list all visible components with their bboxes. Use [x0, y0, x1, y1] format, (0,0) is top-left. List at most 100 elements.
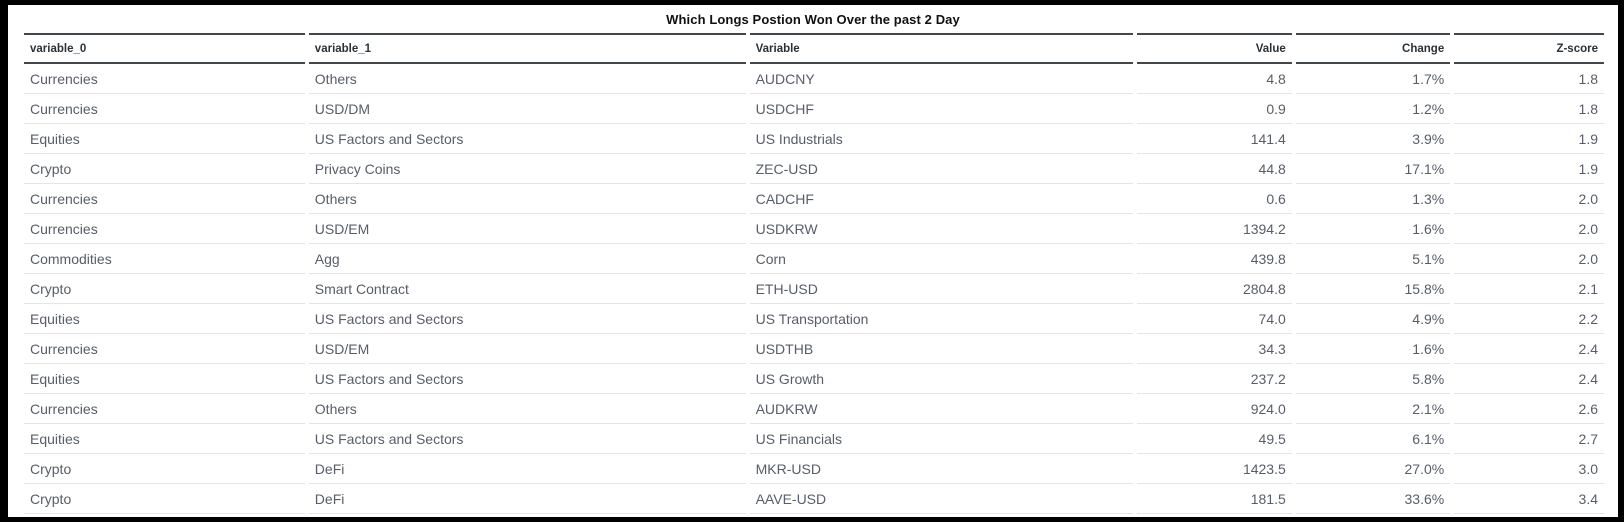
- table-cell: US Transportation: [749, 304, 1134, 334]
- table-cell: 924.0: [1137, 394, 1292, 424]
- table-cell: 237.2: [1137, 364, 1292, 394]
- table-cell: 1.6%: [1295, 334, 1451, 364]
- table-cell: US Factors and Sectors: [308, 304, 746, 334]
- table-row: Commodities Agg Corn 439.8 5.1% 2.0: [24, 244, 1604, 274]
- table-cell: 1.8: [1454, 94, 1604, 124]
- table-cell: AUDCNY: [749, 64, 1134, 94]
- table-cell: Others: [308, 394, 746, 424]
- table-cell: 2.6: [1454, 394, 1604, 424]
- chart-title: Which Longs Postion Won Over the past 2 …: [666, 12, 960, 27]
- table-cell: Currencies: [24, 394, 305, 424]
- column-header: Variable: [749, 33, 1134, 64]
- table-cell: 34.3: [1137, 334, 1292, 364]
- table-cell: USDTHB: [749, 334, 1134, 364]
- column-header: Change: [1295, 33, 1451, 64]
- table-cell: 2.0: [1454, 184, 1604, 214]
- table-cell: CADCHF: [749, 184, 1134, 214]
- table-cell: Others: [308, 184, 746, 214]
- table-row: Crypto DeFi MKR-USD 1423.5 27.0% 3.0: [24, 454, 1604, 484]
- table-cell: Corn: [749, 244, 1134, 274]
- table-cell: 27.0%: [1295, 454, 1451, 484]
- table-row: Currencies Others AUDKRW 924.0 2.1% 2.6: [24, 394, 1604, 424]
- table-cell: 15.8%: [1295, 274, 1451, 304]
- table-header-row: variable_0 variable_1 Variable Value Change Z…: [24, 33, 1604, 64]
- table-cell: 74.0: [1137, 304, 1292, 334]
- table-row: Equities US Factors and Sectors US Growth 2…: [24, 364, 1604, 394]
- table-cell: Currencies: [24, 64, 305, 94]
- table-row: Crypto Privacy Coins ZEC-USD 44.8 17.1% 1.9: [24, 154, 1604, 184]
- table-cell: 33.6%: [1295, 484, 1451, 514]
- table-cell: DeFi: [308, 454, 746, 484]
- table-cell: Crypto: [24, 274, 305, 304]
- table-cell: 1.3%: [1295, 184, 1451, 214]
- table-cell: 3.4: [1454, 484, 1604, 514]
- table-cell: 2.7: [1454, 424, 1604, 454]
- table-row: Crypto DeFi AAVE-USD 181.5 33.6% 3.4: [24, 484, 1604, 514]
- table-cell: 49.5: [1137, 424, 1292, 454]
- table-cell: USDKRW: [749, 214, 1134, 244]
- table-row: Equities US Factors and Sectors US Transpo…: [24, 304, 1604, 334]
- table-cell: 2.4: [1454, 364, 1604, 394]
- table-cell: Equities: [24, 304, 305, 334]
- table-cell: MKR-USD: [749, 454, 1134, 484]
- table-cell: US Financials: [749, 424, 1134, 454]
- table-cell: 4.9%: [1295, 304, 1451, 334]
- table-cell: DeFi: [308, 484, 746, 514]
- table-cell: 2804.8: [1137, 274, 1292, 304]
- table-cell: 4.8: [1137, 64, 1292, 94]
- table-cell: 5.1%: [1295, 244, 1451, 274]
- column-header: variable_1: [308, 33, 746, 64]
- table-cell: Equities: [24, 424, 305, 454]
- table-cell: 1.9: [1454, 154, 1604, 184]
- table-row: Equities US Factors and Sectors US Industr…: [24, 124, 1604, 154]
- table-cell: 6.1%: [1295, 424, 1451, 454]
- table-cell: 5.8%: [1295, 364, 1451, 394]
- data-table: variable_0 variable_1 Variable Value Change Z…: [20, 33, 1608, 514]
- table-cell: Crypto: [24, 484, 305, 514]
- table-cell: ETH-USD: [749, 274, 1134, 304]
- table-row: Currencies Others AUDCNY 4.8 1.7% 1.8: [24, 64, 1604, 94]
- table-cell: Smart Contract: [308, 274, 746, 304]
- table-cell: 2.0: [1454, 244, 1604, 274]
- table-cell: Equities: [24, 124, 305, 154]
- table-cell: 1.7%: [1295, 64, 1451, 94]
- table-cell: Currencies: [24, 184, 305, 214]
- table-cell: US Industrials: [749, 124, 1134, 154]
- table-row: Currencies USD/EM USDKRW 1394.2 1.6% 2.0: [24, 214, 1604, 244]
- table-cell: Crypto: [24, 454, 305, 484]
- table-cell: 1394.2: [1137, 214, 1292, 244]
- table-cell: 2.1: [1454, 274, 1604, 304]
- table-cell: 2.1%: [1295, 394, 1451, 424]
- table-cell: US Growth: [749, 364, 1134, 394]
- table-cell: Agg: [308, 244, 746, 274]
- table-cell: US Factors and Sectors: [308, 364, 746, 394]
- table-cell: Currencies: [24, 334, 305, 364]
- table-cell: 44.8: [1137, 154, 1292, 184]
- table-cell: US Factors and Sectors: [308, 124, 746, 154]
- table-cell: Privacy Coins: [308, 154, 746, 184]
- table-body: Currencies Others AUDCNY 4.8 1.7% 1.8 Currenci…: [24, 64, 1604, 514]
- table-cell: Currencies: [24, 94, 305, 124]
- table-cell: 1.2%: [1295, 94, 1451, 124]
- table-cell: AAVE-USD: [749, 484, 1134, 514]
- table-cell: USD/DM: [308, 94, 746, 124]
- table-cell: 1.8: [1454, 64, 1604, 94]
- table-cell: AUDKRW: [749, 394, 1134, 424]
- table-cell: 0.9: [1137, 94, 1292, 124]
- table-cell: 439.8: [1137, 244, 1292, 274]
- column-header: Value: [1137, 33, 1292, 64]
- table-cell: Equities: [24, 364, 305, 394]
- table-cell: Others: [308, 64, 746, 94]
- table-cell: 181.5: [1137, 484, 1292, 514]
- table-row: Currencies USD/DM USDCHF 0.9 1.2% 1.8: [24, 94, 1604, 124]
- table-cell: 2.4: [1454, 334, 1604, 364]
- table-cell: Crypto: [24, 154, 305, 184]
- table-cell: ZEC-USD: [749, 154, 1134, 184]
- table-cell: Currencies: [24, 214, 305, 244]
- table-cell: 1.6%: [1295, 214, 1451, 244]
- table-cell: 0.6: [1137, 184, 1292, 214]
- table-row: Crypto Smart Contract ETH-USD 2804.8 15.8% 2.…: [24, 274, 1604, 304]
- table-cell: USDCHF: [749, 94, 1134, 124]
- table-row: Currencies Others CADCHF 0.6 1.3% 2.0: [24, 184, 1604, 214]
